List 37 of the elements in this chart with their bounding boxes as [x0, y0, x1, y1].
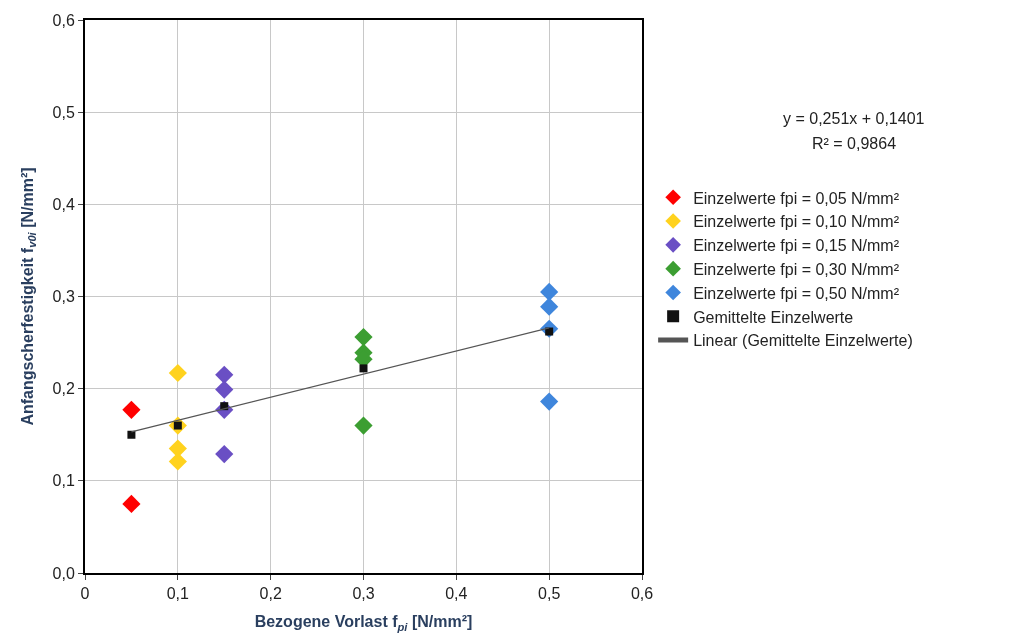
legend-label: Linear (Gemittelte Einzelwerte) [693, 332, 913, 350]
legend-label: Einzelwerte fpi = 0,10 N/mm² [693, 213, 900, 231]
point [122, 494, 141, 513]
text: y = 0,251x + 0,1401 [783, 110, 925, 127]
x-tick-label: 0,1 [166, 585, 190, 603]
x-tick-label: 0,4 [445, 585, 468, 603]
point [215, 380, 234, 399]
point [354, 416, 373, 435]
point [168, 363, 187, 383]
point [215, 365, 234, 384]
legend-label: Einzelwerte fpi = 0,15 N/mm² [693, 237, 900, 255]
x-axis-title: Bezogene Vorlast f$_{pi}$ [N/mm²] [254, 613, 473, 633]
legend-label: Einzelwerte fpi = 0,05 N/mm² [693, 189, 900, 207]
point [354, 327, 373, 347]
legend-label: Einzelwerte fpi = 0,30 N/mm² [693, 260, 900, 278]
x-tick-label: 0,6 [630, 585, 654, 603]
point [127, 430, 136, 439]
x-tick-label: 0,5 [538, 585, 561, 603]
x-tick-label: 0 [80, 585, 90, 603]
x-tick-label: 0,2 [259, 585, 282, 603]
x-tick-label: 0,3 [352, 585, 375, 603]
point [215, 445, 234, 464]
y-tick-label: 0,4 [52, 195, 75, 213]
y-tick-label: 0,6 [52, 11, 75, 29]
point [359, 364, 368, 373]
point [540, 282, 559, 301]
text: R² = 0,9864 [812, 135, 897, 152]
point [540, 392, 559, 411]
point [122, 400, 141, 419]
y-tick-label: 0,0 [52, 564, 75, 582]
y-tick-label: 0,5 [52, 103, 75, 121]
y-tick-label: 0,2 [52, 380, 75, 398]
legend-label: Gemittelte Einzelwerte [693, 308, 854, 326]
point [540, 297, 559, 316]
legend-label: Einzelwerte fpi = 0,50 N/mm² [693, 284, 900, 302]
y-tick-label: 0,1 [52, 472, 75, 490]
y-tick-label: 0,3 [52, 288, 75, 306]
